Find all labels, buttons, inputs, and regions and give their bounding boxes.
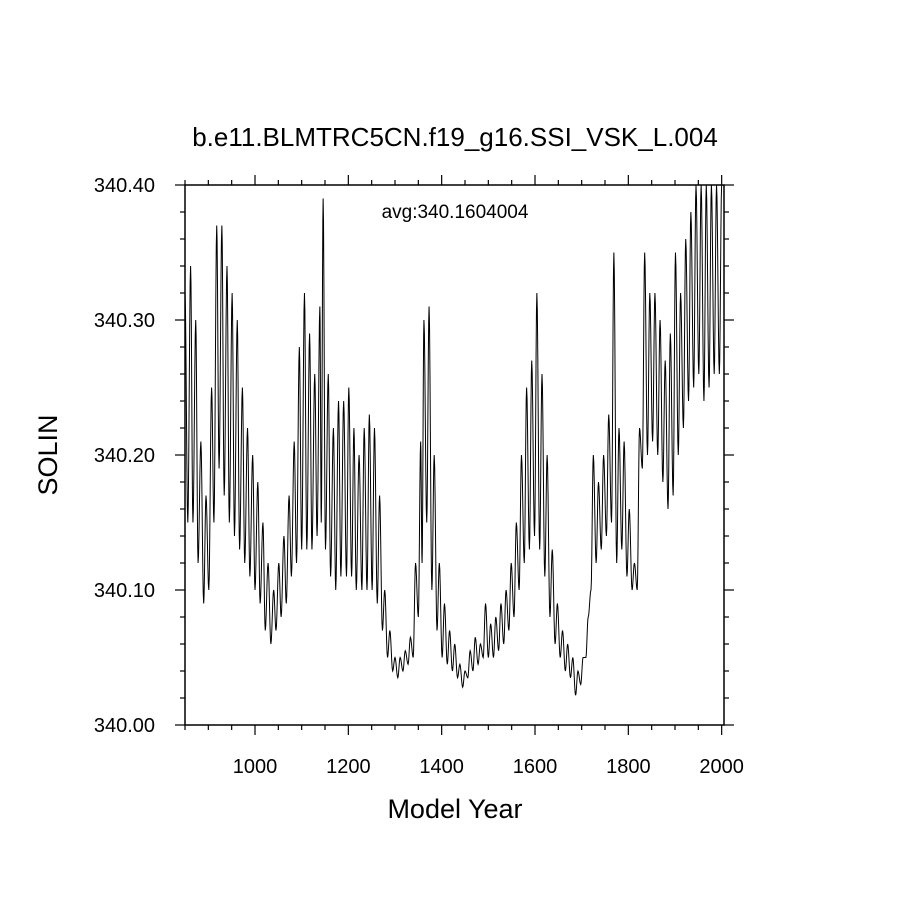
y-tick-label: 340.40 bbox=[94, 175, 155, 197]
x-axis-title: Model Year bbox=[387, 794, 522, 824]
x-tick-label: 1000 bbox=[233, 756, 278, 778]
x-tick-label: 1600 bbox=[513, 756, 558, 778]
x-tick-label: 1200 bbox=[326, 756, 371, 778]
y-tick-label: 340.30 bbox=[94, 310, 155, 332]
y-tick-label: 340.20 bbox=[94, 445, 155, 467]
plot-frame bbox=[184, 184, 725, 726]
y-axis-ticks bbox=[175, 184, 734, 726]
average-annotation: avg:340.1604004 bbox=[382, 202, 529, 223]
series-line-solin bbox=[184, 184, 723, 696]
x-axis-tick-labels: 1000 1200 1400 1600 1800 2000 bbox=[233, 756, 744, 778]
chart-title: b.e11.BLMTRC5CN.f19_g16.SSI_VSK_L.004 bbox=[192, 122, 718, 152]
x-axis-ticks bbox=[184, 175, 723, 735]
y-axis-title: SOLIN bbox=[33, 414, 63, 495]
y-tick-label: 340.00 bbox=[94, 715, 155, 737]
y-tick-label: 340.10 bbox=[94, 580, 155, 602]
x-tick-label: 2000 bbox=[699, 756, 744, 778]
y-axis-tick-labels: 340.00 340.10 340.20 340.30 340.40 bbox=[94, 175, 155, 737]
x-tick-label: 1400 bbox=[419, 756, 464, 778]
x-tick-label: 1800 bbox=[606, 756, 651, 778]
